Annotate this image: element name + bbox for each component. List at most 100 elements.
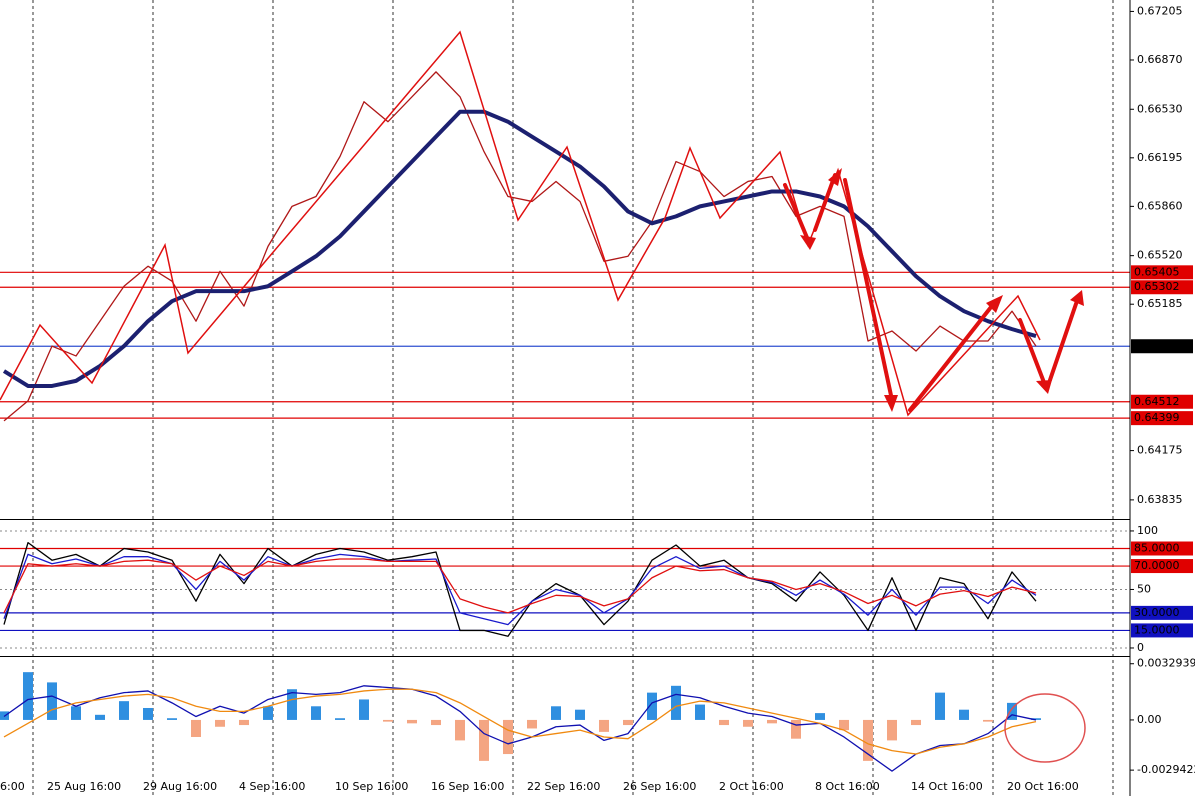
level-badge bbox=[1131, 394, 1193, 409]
x-tick-label: 10 Sep 16:00 bbox=[335, 780, 408, 793]
x-tick-label: 2 Oct 16:00 bbox=[719, 780, 784, 793]
level-label: 0.64512 bbox=[1134, 395, 1180, 408]
histogram-bar bbox=[695, 704, 705, 720]
histogram-bar bbox=[599, 719, 609, 732]
x-tick-label: 14 Oct 16:00 bbox=[911, 780, 983, 793]
y-tick-label: -0.0029422 bbox=[1137, 763, 1195, 776]
x-tick-label: 25 Aug 16:00 bbox=[47, 780, 121, 793]
level-badge bbox=[1131, 339, 1193, 354]
histogram-bar bbox=[287, 689, 297, 720]
histogram-bar bbox=[791, 719, 801, 739]
arrow-heads bbox=[800, 168, 1084, 412]
x-tick-label: 6:00 bbox=[0, 780, 25, 793]
level-badge bbox=[1131, 541, 1193, 556]
histogram-bar bbox=[959, 709, 969, 720]
series-line bbox=[3, 685, 1037, 772]
histogram-bar bbox=[359, 699, 369, 720]
histogram-bar bbox=[839, 719, 849, 731]
histogram-bar bbox=[503, 719, 513, 755]
histogram-bar bbox=[743, 719, 753, 727]
level-badge bbox=[1131, 559, 1193, 574]
histogram-bar bbox=[935, 692, 945, 720]
histogram-bar bbox=[95, 714, 105, 720]
y-tick-label: 0.67205 bbox=[1137, 4, 1183, 17]
histogram-bar bbox=[1031, 718, 1041, 720]
x-tick-label: 8 Oct 16:00 bbox=[815, 780, 880, 793]
y-tick-label: 0.65860 bbox=[1137, 199, 1183, 212]
histogram-bar bbox=[863, 719, 873, 761]
histogram-bar bbox=[575, 709, 585, 720]
histogram-bar bbox=[239, 719, 249, 726]
x-tick-label: 29 Aug 16:00 bbox=[143, 780, 217, 793]
y-tick-label: 0 bbox=[1137, 641, 1144, 654]
histogram-bar bbox=[47, 682, 57, 720]
x-tick-label: 22 Sep 16:00 bbox=[527, 780, 600, 793]
highlight-circle bbox=[1004, 693, 1086, 763]
time-grid bbox=[32, 0, 1114, 796]
series-line bbox=[3, 71, 1037, 422]
histogram-bar bbox=[407, 719, 417, 724]
y-tick-label: 50 bbox=[1137, 582, 1151, 595]
histogram-bar bbox=[335, 718, 345, 720]
level-label: 0.65302 bbox=[1134, 280, 1180, 293]
y-tick-label: 0.63835 bbox=[1137, 493, 1183, 506]
histogram-bar bbox=[911, 719, 921, 726]
histogram-bar bbox=[455, 719, 465, 741]
histogram-bar bbox=[671, 685, 681, 720]
histogram-bar bbox=[311, 706, 321, 720]
pane bbox=[0, 672, 1041, 772]
series-line bbox=[3, 553, 1037, 626]
histogram-bar bbox=[23, 672, 33, 720]
histogram-bar bbox=[263, 706, 273, 720]
histogram-bar bbox=[767, 719, 777, 724]
x-tick-label: 20 Oct 16:00 bbox=[1007, 780, 1079, 793]
y-tick-label: 0.66870 bbox=[1137, 53, 1183, 66]
series-line bbox=[3, 688, 1037, 755]
y-tick-label: 0.64175 bbox=[1137, 444, 1183, 457]
histogram-bar bbox=[983, 719, 993, 722]
level-badge bbox=[1131, 411, 1193, 426]
series-line bbox=[3, 558, 1037, 614]
y-tick-label: 0.66195 bbox=[1137, 151, 1183, 164]
level-label: 0.64895 bbox=[1134, 339, 1180, 352]
pane bbox=[0, 530, 1130, 649]
histogram-bar bbox=[1007, 702, 1017, 720]
histogram-bar bbox=[479, 719, 489, 761]
level-badge bbox=[1131, 280, 1193, 295]
histogram-bar bbox=[887, 719, 897, 741]
y-tick-label: 0.00 bbox=[1137, 713, 1162, 726]
level-label: 85.0000 bbox=[1134, 542, 1180, 555]
y-tick-label: 0.0032939 bbox=[1137, 657, 1195, 670]
zigzag bbox=[0, 30, 1041, 417]
y-tick-label: 0.66530 bbox=[1137, 102, 1183, 115]
histogram-bar bbox=[647, 692, 657, 720]
histogram-bar bbox=[527, 719, 537, 729]
x-tick-label: 26 Sep 16:00 bbox=[623, 780, 696, 793]
histogram-bar bbox=[167, 718, 177, 720]
level-label: 0.65405 bbox=[1134, 265, 1180, 278]
level-badge bbox=[1131, 605, 1193, 620]
y-tick-label: 0.65185 bbox=[1137, 297, 1183, 310]
x-tick-label: 16 Sep 16:00 bbox=[431, 780, 504, 793]
histogram-bar bbox=[71, 706, 81, 720]
level-label: 30.0000 bbox=[1134, 606, 1180, 619]
level-badge bbox=[1131, 623, 1193, 638]
y-tick-label: 0.65520 bbox=[1137, 249, 1183, 262]
histogram-bar bbox=[215, 719, 225, 727]
level-label: 0.64399 bbox=[1134, 411, 1180, 424]
axis-labels: 0.67205 0.66870 0.66530 0.66195 0.65860 0.655… bbox=[0, 4, 1195, 793]
histogram-bar bbox=[431, 719, 441, 726]
level-label: 70.0000 bbox=[1134, 559, 1180, 572]
annotations bbox=[0, 30, 1084, 417]
histogram-bar bbox=[383, 719, 393, 722]
histogram-bar bbox=[551, 706, 561, 720]
level-badge bbox=[1131, 265, 1193, 280]
histogram-bar bbox=[143, 707, 153, 720]
histogram-bar bbox=[191, 719, 201, 737]
level-label: 15.0000 bbox=[1134, 623, 1180, 636]
histogram-bar bbox=[719, 719, 729, 726]
arrows bbox=[783, 173, 1080, 412]
histogram-bar bbox=[119, 701, 129, 720]
